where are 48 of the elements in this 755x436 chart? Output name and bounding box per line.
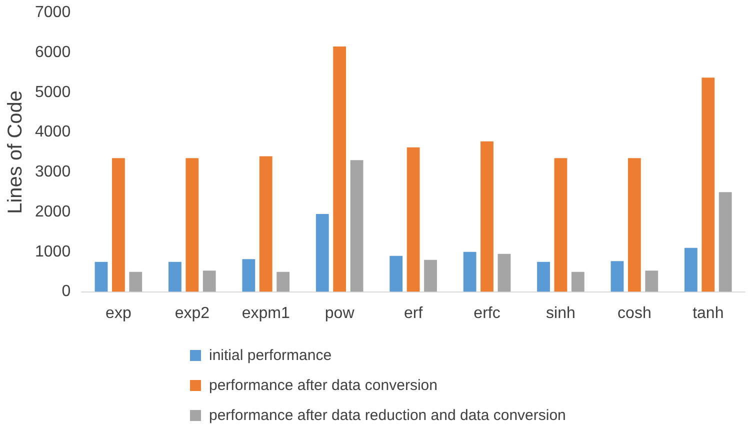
- legend-label: performance after data reduction and data conversion: [209, 406, 566, 424]
- y-tick-label: 1000: [35, 243, 71, 260]
- y-tick-label: 0: [62, 283, 71, 300]
- bar: [718, 192, 732, 292]
- bar: [186, 158, 199, 292]
- bar: [480, 141, 494, 292]
- bar: [463, 252, 476, 292]
- legend-label: initial performance: [209, 346, 332, 364]
- bar: [537, 262, 550, 292]
- bar: [202, 270, 216, 292]
- bar: [406, 147, 420, 292]
- bar: [168, 262, 182, 292]
- bar: [94, 262, 108, 292]
- bar: [333, 46, 346, 292]
- y-tick-label: 6000: [35, 44, 71, 61]
- x-tick-label: erfc: [474, 304, 500, 322]
- y-axis-title: Lines of Code: [4, 90, 27, 214]
- x-tick-label: tanh: [692, 304, 724, 322]
- bar: [242, 259, 256, 292]
- x-tick-label: cosh: [618, 304, 652, 322]
- bar: [129, 272, 142, 292]
- bar: [498, 254, 511, 292]
- x-tick-label: pow: [324, 304, 355, 322]
- x-tick-label: expm1: [242, 304, 290, 322]
- y-tick-label: 4000: [35, 124, 71, 141]
- y-tick-label: 2000: [35, 203, 71, 220]
- bar: [645, 270, 658, 292]
- x-tick-label: erf: [404, 304, 424, 322]
- x-tick-label: exp: [106, 304, 132, 322]
- bar: [259, 156, 272, 292]
- y-tick-label: 7000: [35, 4, 71, 22]
- bar: [628, 158, 641, 292]
- legend-label: performance after data conversion: [209, 376, 438, 394]
- bar: [571, 272, 584, 292]
- bar: [276, 272, 290, 292]
- bar: [554, 158, 568, 292]
- x-tick-label: sinh: [546, 304, 576, 322]
- bar: [350, 160, 364, 292]
- bar: [390, 256, 403, 292]
- y-tick-label: 3000: [35, 164, 71, 181]
- bar: [702, 78, 715, 292]
- bar: [610, 261, 624, 292]
- y-tick-label: 5000: [35, 84, 71, 101]
- bar: [684, 248, 698, 292]
- bar: [316, 214, 329, 292]
- bar: [424, 260, 437, 292]
- x-tick-label: exp2: [174, 304, 210, 322]
- bar: [112, 158, 125, 292]
